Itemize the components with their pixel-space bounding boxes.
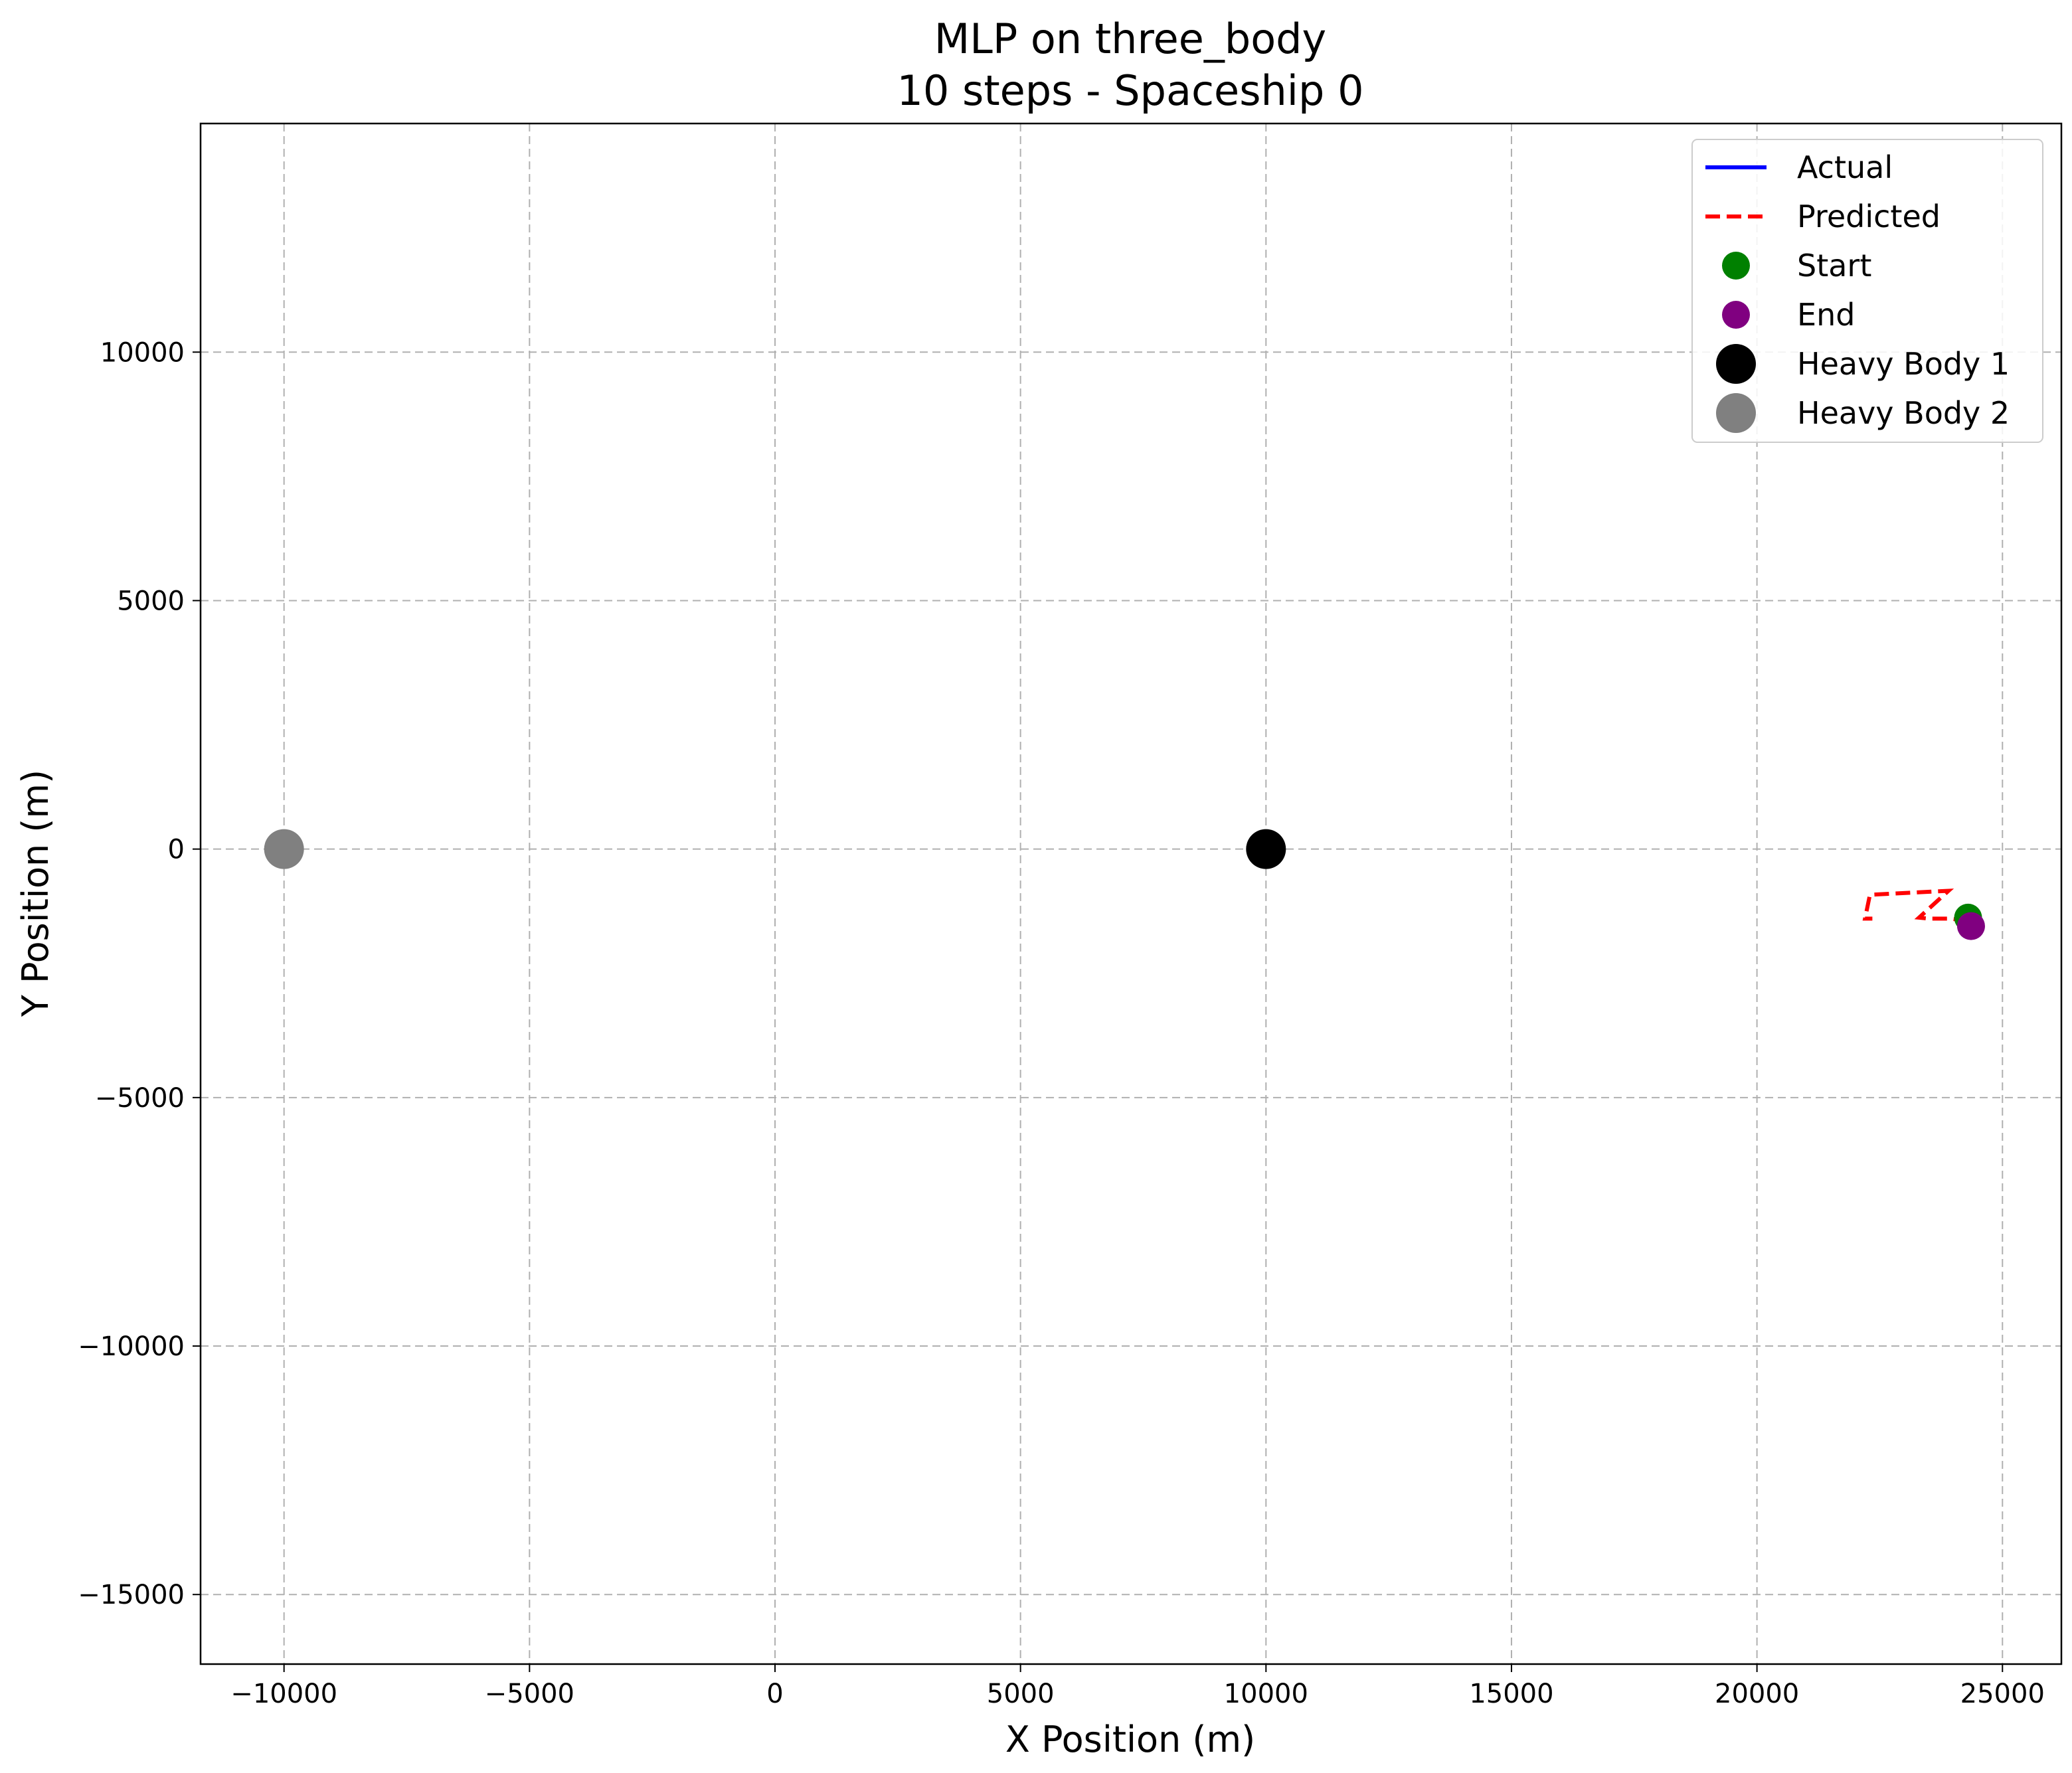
legend-swatch-heavy-body-1: [1716, 344, 1756, 384]
axis-ticks: −10000 −5000 0 5000 10000 15000 20000 25000 −150…: [78, 337, 2045, 1709]
legend-box: [1691, 139, 2043, 443]
y-tick-label: −15000: [78, 1580, 185, 1610]
y-tick-label: 5000: [117, 586, 185, 616]
plot-frame: [199, 122, 2063, 1665]
x-tick-label: 15000: [1469, 1679, 1553, 1709]
legend-label-heavy-body-1: Heavy Body 1: [1797, 346, 2010, 382]
x-tick-label: −5000: [485, 1679, 574, 1709]
y-axis-label: Y Position (m): [15, 770, 56, 1017]
legend-label-predicted: Predicted: [1797, 199, 1941, 234]
x-tick-label: 5000: [987, 1679, 1055, 1709]
legend-swatch-end: [1722, 301, 1750, 329]
chart-subtitle: 10 steps - Spaceship 0: [897, 66, 1363, 115]
x-tick-label: −10000: [230, 1679, 337, 1709]
y-tick-label: 0: [168, 835, 185, 865]
x-tick-label: 25000: [1960, 1679, 2045, 1709]
chart-title: MLP on three_body: [934, 15, 1326, 63]
legend: Actual Predicted Start End Heavy Body 1 Heavy…: [1691, 139, 2043, 443]
heavy-body-2-marker: [264, 829, 304, 869]
heavy-body-1-marker: [1246, 829, 1286, 869]
grid: [201, 124, 2061, 1664]
x-axis-label: X Position (m): [1005, 1719, 1255, 1760]
legend-label-heavy-body-2: Heavy Body 2: [1797, 395, 2010, 431]
x-tick-label: 10000: [1224, 1679, 1308, 1709]
end-marker: [1956, 912, 1985, 940]
y-tick-label: −5000: [95, 1083, 185, 1114]
y-tick-label: −10000: [78, 1331, 185, 1362]
legend-swatch-start: [1722, 252, 1750, 280]
legend-swatch-heavy-body-2: [1716, 393, 1756, 433]
y-tick-label: 10000: [100, 337, 185, 368]
legend-label-end: End: [1797, 297, 1855, 333]
x-tick-label: 20000: [1715, 1679, 1799, 1709]
legend-label-actual: Actual: [1797, 149, 1893, 185]
legend-label-start: Start: [1797, 248, 1871, 284]
x-tick-label: 0: [766, 1679, 783, 1709]
plot-series: [264, 829, 1985, 940]
predicted-trajectory-line: [1862, 888, 1968, 924]
